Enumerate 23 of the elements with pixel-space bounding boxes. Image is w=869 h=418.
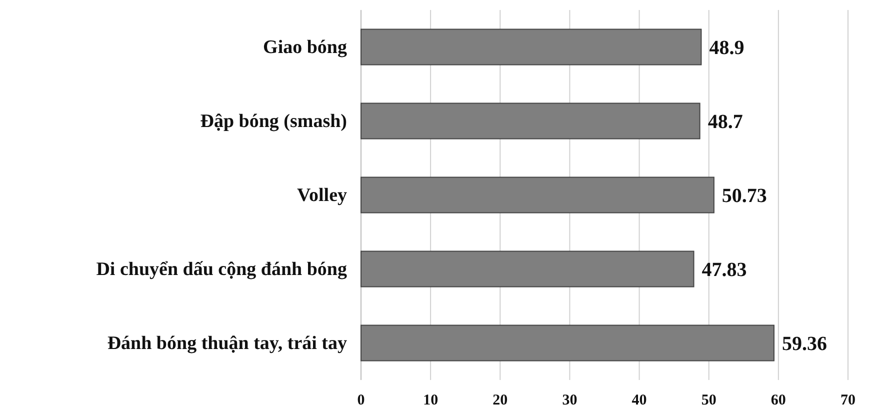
x-tick-label: 40 <box>632 392 647 409</box>
x-tick-label: 70 <box>840 392 856 409</box>
y-tick-label: Di chuyển dấu cộng đánh bóng <box>96 259 348 280</box>
data-label: 47.83 <box>702 259 747 281</box>
x-tick-label: 0 <box>357 392 365 409</box>
x-tick-label: 30 <box>562 392 578 409</box>
x-tick-label: 50 <box>701 392 716 409</box>
data-label: 48.9 <box>709 37 744 59</box>
data-label: 48.7 <box>708 111 743 133</box>
x-tick-label: 10 <box>423 392 438 409</box>
y-tick-label: Volley <box>297 185 348 206</box>
bar <box>360 176 714 214</box>
x-tick-label: 60 <box>770 392 786 409</box>
x-tick-label: 20 <box>492 392 508 409</box>
y-tick-label: Đánh bóng thuận tay, trái tay <box>107 333 348 354</box>
data-label: 59.36 <box>782 333 827 355</box>
data-label: 50.73 <box>722 185 767 207</box>
bar <box>360 102 700 140</box>
bar <box>360 324 774 362</box>
bar <box>360 250 694 288</box>
bar <box>360 28 702 66</box>
y-tick-label: Đập bóng (smash) <box>200 111 347 132</box>
y-tick-label: Giao bóng <box>263 37 348 58</box>
